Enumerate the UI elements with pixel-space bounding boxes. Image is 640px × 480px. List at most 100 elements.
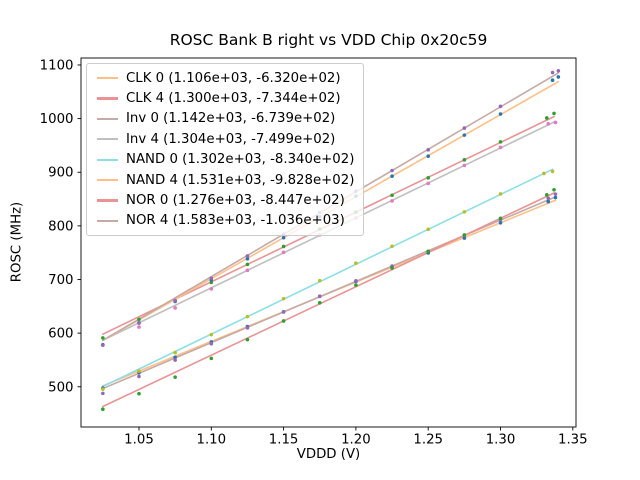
x-axis-label: VDDD (V) [296, 447, 361, 462]
series-point-nand-0 [550, 169, 555, 174]
series-point-nor-0 [209, 356, 214, 361]
series-point-nor-4 [426, 148, 431, 152]
series-point-nand-4 [245, 256, 250, 261]
series-point-inv-4 [426, 181, 431, 186]
legend-entry-label: NOR 4 (1.583e+03, -1.036e+03) [126, 213, 345, 229]
series-point-nor-0 [552, 187, 556, 192]
series-point-nor-4 [556, 68, 561, 73]
series-point-clk-4 [245, 262, 250, 267]
legend-line-swatch [97, 117, 118, 121]
series-point-inv-4 [546, 122, 551, 126]
series-point-nand-4 [556, 75, 561, 79]
x-tick-label: 1.05 [124, 433, 154, 448]
series-point-nand-4 [498, 112, 503, 116]
series-point-nand-4 [426, 154, 431, 158]
series-point-nor-0 [390, 266, 394, 270]
series-point-inv-4 [462, 163, 467, 168]
y-tick-label: 600 [48, 327, 73, 342]
series-point-inv-0 [553, 192, 558, 196]
y-tick-label: 500 [48, 380, 73, 395]
series-point-nor-4 [245, 254, 250, 258]
series-point-nor-0 [354, 283, 358, 287]
series-point-inv-0 [137, 374, 141, 379]
series-point-inv-0 [209, 341, 214, 346]
x-tick-label: 1.25 [413, 433, 443, 448]
series-point-nor-0 [462, 233, 467, 237]
series-point-nand-4 [281, 235, 286, 240]
x-tick-label: 1.15 [269, 433, 299, 448]
legend: CLK 0 (1.106e+03, -6.320e+02) CLK 4 (1.30… [86, 63, 365, 237]
legend-entry-label: Inv 4 (1.304e+03, -7.499e+02) [126, 131, 336, 147]
series-point-nor-0 [426, 249, 431, 254]
x-tick-label: 1.20 [341, 433, 371, 448]
series-point-nor-4 [137, 321, 141, 325]
legend-line-swatch [97, 158, 118, 161]
series-point-nor-4 [390, 168, 394, 173]
y-tick-label: 700 [48, 273, 73, 288]
legend-entry-nand-0: NAND 0 (1.302e+03, -8.340e+02) [97, 150, 354, 170]
series-point-clk-4 [544, 116, 549, 120]
series-point-clk-4 [426, 176, 431, 180]
series-point-nor-0 [281, 319, 286, 323]
series-point-inv-4 [209, 287, 214, 291]
series-point-nand-0 [354, 261, 358, 266]
legend-line-swatch [97, 199, 118, 202]
series-point-nor-0 [317, 300, 322, 305]
series-point-nand-0 [390, 244, 394, 249]
series-point-clk-4 [552, 111, 556, 116]
series-point-clk-4 [462, 158, 467, 162]
series-point-nor-0 [173, 375, 177, 379]
series-point-inv-0 [317, 294, 322, 298]
series-point-inv-0 [173, 358, 177, 362]
y-axis-label: ROSC (MHz) [9, 201, 25, 283]
legend-entry-label: CLK 0 (1.106e+03, -6.320e+02) [126, 70, 341, 86]
series-point-clk-0 [498, 220, 503, 225]
y-tick-label: 1000 [40, 112, 74, 127]
series-point-nand-0 [173, 350, 177, 355]
legend-entry-label: NAND 0 (1.302e+03, -8.340e+02) [126, 152, 355, 168]
series-point-inv-0 [245, 326, 250, 330]
series-point-nand-0 [209, 332, 214, 337]
series-point-clk-4 [209, 280, 214, 285]
series-point-nor-4 [101, 343, 105, 347]
legend-entry-inv-4: Inv 4 (1.304e+03, -7.499e+02) [97, 129, 354, 149]
series-point-nand-0 [426, 227, 431, 232]
y-tick-label: 1100 [40, 58, 74, 73]
series-point-inv-4 [245, 268, 250, 273]
series-point-nor-0 [101, 407, 105, 411]
legend-entry-clk-4: CLK 4 (1.300e+03, -7.344e+02) [97, 88, 354, 108]
series-point-nor-0 [498, 216, 503, 221]
legend-entry-label: CLK 4 (1.300e+03, -7.344e+02) [126, 91, 341, 107]
series-point-nor-4 [550, 70, 555, 75]
series-point-nand-0 [462, 210, 467, 214]
series-point-nand-0 [245, 314, 250, 319]
legend-entry-label: NOR 0 (1.276e+03, -8.447e+02) [126, 193, 345, 209]
series-point-nor-0 [137, 391, 141, 396]
series-point-nor-4 [209, 276, 214, 281]
series-point-inv-4 [137, 325, 141, 329]
legend-entry-clk-0: CLK 0 (1.106e+03, -6.320e+02) [97, 68, 354, 88]
series-point-inv-0 [354, 279, 358, 283]
legend-entry-nor-4: NOR 4 (1.583e+03, -1.036e+03) [97, 211, 354, 231]
series-point-nand-0 [317, 278, 322, 283]
y-tick-label: 900 [48, 166, 73, 181]
series-point-nand-4 [390, 174, 394, 178]
legend-line-swatch [97, 138, 118, 141]
series-point-nand-0 [542, 171, 546, 176]
series-point-nor-0 [544, 193, 549, 197]
series-point-clk-4 [137, 317, 141, 322]
series-point-inv-0 [101, 391, 105, 396]
series-point-clk-0 [553, 195, 558, 200]
series-point-nor-4 [498, 104, 503, 109]
chart-title: ROSC Bank B right vs VDD Chip 0x20c59 [169, 31, 488, 49]
series-point-nand-4 [550, 78, 555, 83]
series-point-inv-4 [390, 199, 394, 203]
series-point-nor-0 [245, 337, 250, 342]
legend-line-swatch [97, 77, 118, 80]
x-tick-label: 1.10 [196, 433, 226, 448]
series-point-clk-0 [462, 236, 467, 240]
legend-entry-label: NAND 4 (1.531e+03, -9.828e+02) [126, 172, 355, 188]
legend-line-swatch [97, 97, 118, 100]
series-point-inv-4 [281, 250, 286, 255]
